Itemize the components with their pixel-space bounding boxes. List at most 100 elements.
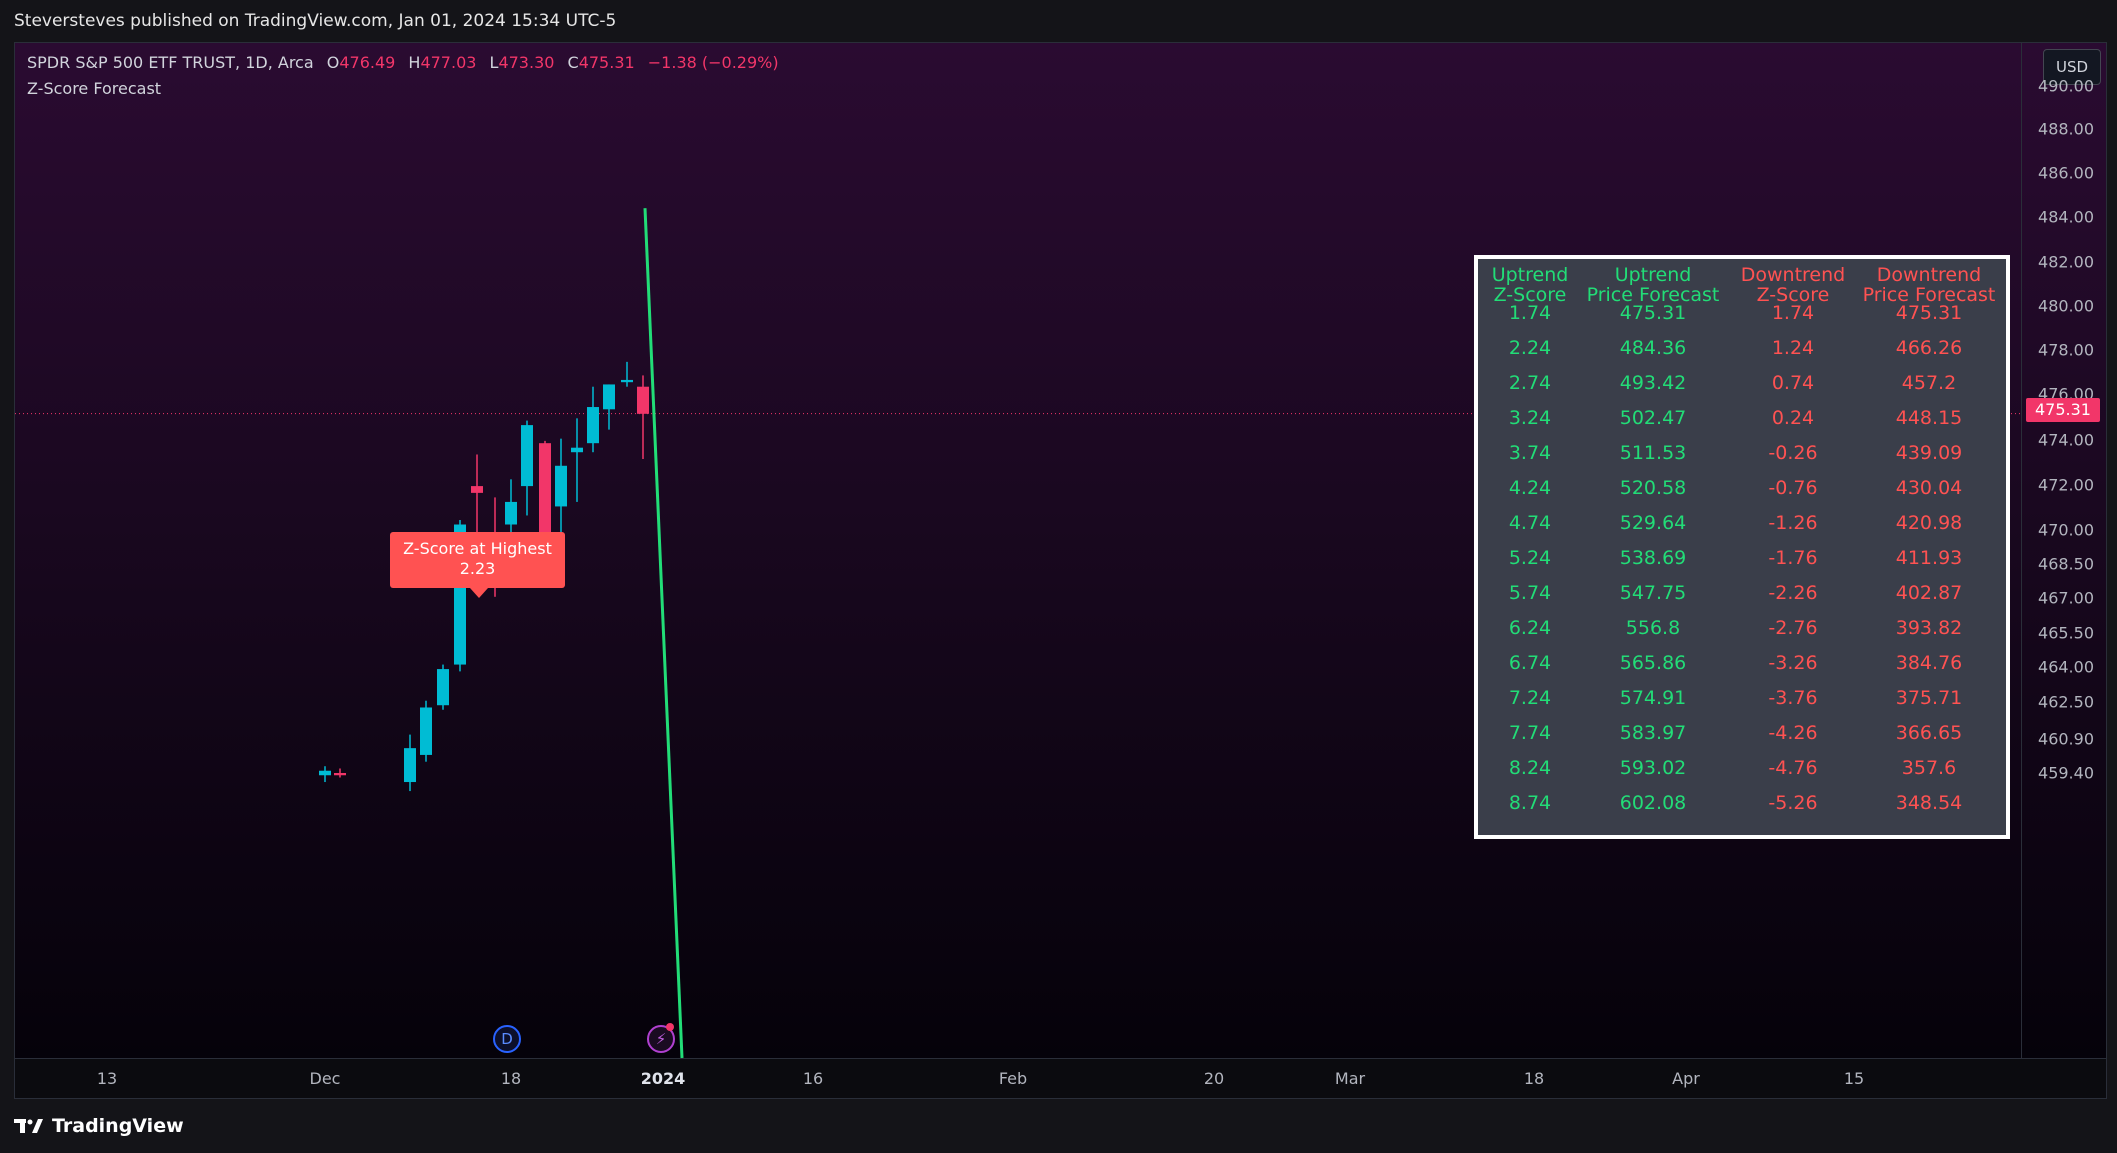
forecast-table-cell: -4.76 bbox=[1768, 757, 1818, 779]
forecast-table-cell: -1.76 bbox=[1768, 547, 1818, 569]
header-line2: Price Forecast bbox=[1862, 284, 1996, 306]
candle-body bbox=[521, 425, 533, 487]
price-tick-label: 459.40 bbox=[2038, 763, 2094, 783]
forecast-table-cell: 348.54 bbox=[1895, 792, 1963, 814]
publish-header: Steversteves published on TradingView.co… bbox=[0, 0, 2117, 42]
forecast-table-cell: 4.74 bbox=[1508, 512, 1552, 534]
price-tick-label: 474.00 bbox=[2038, 430, 2094, 450]
candle-body bbox=[420, 707, 432, 755]
chart-frame: SPDR S&P 500 ETF TRUST, 1D, Arca O476.49… bbox=[14, 42, 2107, 1099]
forecast-table-cell: 6.74 bbox=[1508, 652, 1552, 674]
forecast-table-cell: 475.31 bbox=[1895, 302, 1963, 324]
forecast-table-cell: 393.82 bbox=[1895, 617, 1963, 639]
price-tick-label: 488.00 bbox=[2038, 119, 2094, 139]
candle bbox=[437, 664, 449, 710]
candle-body bbox=[587, 407, 599, 444]
price-tick-label: 468.50 bbox=[2038, 554, 2094, 574]
forecast-table-cell: 484.36 bbox=[1619, 337, 1687, 359]
forecast-table-header: Uptrend Price Forecast bbox=[1573, 265, 1733, 305]
forecast-table-cell: -3.76 bbox=[1768, 687, 1818, 709]
candle-body bbox=[571, 447, 583, 453]
candle-body bbox=[621, 379, 633, 383]
currency-button[interactable]: USD bbox=[2043, 49, 2101, 85]
forecast-table-cell: 375.71 bbox=[1895, 687, 1963, 709]
zscore-label-value: 2.23 bbox=[459, 559, 496, 578]
zscore-label-title: Z-Score at Highest bbox=[403, 539, 552, 558]
forecast-table-cell: 0.74 bbox=[1771, 372, 1815, 394]
candle bbox=[404, 734, 416, 792]
header-line1: Uptrend bbox=[1491, 264, 1569, 286]
zscore-highest-label: Z-Score at Highest 2.23 bbox=[390, 532, 565, 588]
price-tick-label: 482.00 bbox=[2038, 252, 2094, 272]
time-tick-label: Apr bbox=[1672, 1069, 1700, 1088]
forecast-table-header: Downtrend Price Forecast bbox=[1849, 265, 2009, 305]
forecast-table-cell: 0.24 bbox=[1771, 407, 1815, 429]
forecast-table-cell: 5.24 bbox=[1508, 547, 1552, 569]
forecast-table-cell: 511.53 bbox=[1619, 442, 1687, 464]
candle-body bbox=[505, 501, 517, 525]
footer-branding: TradingView bbox=[14, 1110, 184, 1142]
time-tick-label: 18 bbox=[1523, 1069, 1545, 1088]
time-axis[interactable]: 13 Dec 18 2024 16 Feb 20 Mar 18 Apr 15 bbox=[15, 1058, 2106, 1098]
time-tick-label: Mar bbox=[1334, 1069, 1366, 1088]
candle bbox=[319, 766, 331, 783]
time-tick-label: Dec bbox=[309, 1069, 341, 1088]
forecast-table-cell: 3.74 bbox=[1508, 442, 1552, 464]
price-tick-label: 478.00 bbox=[2038, 340, 2094, 360]
forecast-table-cell: -0.76 bbox=[1768, 477, 1818, 499]
dividend-event-icon[interactable]: D bbox=[493, 1025, 521, 1053]
forecast-table-cell: 7.24 bbox=[1508, 687, 1552, 709]
close-label: C bbox=[567, 53, 579, 72]
forecast-table-cell: 593.02 bbox=[1619, 757, 1687, 779]
time-tick-label: Feb bbox=[998, 1069, 1028, 1088]
price-axis[interactable]: USD 490.00 488.00 486.00 484.00 482.00 480.00… bbox=[2021, 43, 2106, 1058]
candle bbox=[587, 386, 599, 453]
high-value: 477.03 bbox=[420, 53, 477, 72]
open-value: 476.49 bbox=[339, 53, 396, 72]
candle bbox=[637, 375, 649, 459]
chart-plot-area[interactable]: SPDR S&P 500 ETF TRUST, 1D, Arca O476.49… bbox=[15, 43, 2021, 1058]
forecast-table-cell: 402.87 bbox=[1895, 582, 1963, 604]
zscore-label-pointer bbox=[470, 588, 488, 598]
change-value: −1.38 (−0.29%) bbox=[647, 53, 779, 72]
low-label: L bbox=[489, 53, 499, 72]
forecast-table-cell: 1.74 bbox=[1508, 302, 1552, 324]
forecast-table-cell: 420.98 bbox=[1895, 512, 1963, 534]
forecast-table-cell: 538.69 bbox=[1619, 547, 1687, 569]
forecast-table-cell: 5.74 bbox=[1508, 582, 1552, 604]
price-tick-label: 462.50 bbox=[2038, 692, 2094, 712]
time-tick-label: 15 bbox=[1843, 1069, 1865, 1088]
lightning-icon: ⚡ bbox=[655, 1030, 667, 1048]
symbol-legend: SPDR S&P 500 ETF TRUST, 1D, Arca O476.49… bbox=[27, 53, 779, 72]
forecast-table: Uptrend Z-Score Uptrend Price Forecast Downt… bbox=[1474, 255, 2010, 839]
candle bbox=[420, 700, 432, 762]
price-tick-label: 472.00 bbox=[2038, 475, 2094, 495]
candle-body bbox=[334, 773, 346, 776]
indicator-legend[interactable]: Z-Score Forecast bbox=[27, 79, 162, 98]
low-value: 473.30 bbox=[498, 53, 555, 72]
high-label: H bbox=[408, 53, 421, 72]
candle bbox=[621, 361, 633, 387]
price-tick-label: 465.50 bbox=[2038, 623, 2094, 643]
candle-body bbox=[555, 465, 567, 507]
published-text: Steversteves published on TradingView.co… bbox=[14, 11, 617, 31]
forecast-table-cell: -4.26 bbox=[1768, 722, 1818, 744]
forecast-table-cell: -1.26 bbox=[1768, 512, 1818, 534]
time-tick-label: 2024 bbox=[640, 1069, 686, 1088]
candle-body bbox=[404, 748, 416, 783]
price-tick-label: 484.00 bbox=[2038, 207, 2094, 227]
forecast-table-cell: 556.8 bbox=[1625, 617, 1681, 639]
forecast-table-cell: 4.24 bbox=[1508, 477, 1552, 499]
forecast-table-cell: -5.26 bbox=[1768, 792, 1818, 814]
time-tick-label: 20 bbox=[1203, 1069, 1225, 1088]
current-price-label: 475.31 bbox=[2026, 398, 2100, 422]
header-line2: Price Forecast bbox=[1586, 284, 1720, 306]
forecast-table-cell: 565.86 bbox=[1619, 652, 1687, 674]
candle-body bbox=[319, 770, 331, 776]
price-tick-label: 480.00 bbox=[2038, 296, 2094, 316]
candle-body bbox=[637, 386, 649, 414]
candle bbox=[334, 768, 346, 778]
price-tick-label: 460.90 bbox=[2038, 729, 2094, 749]
forecast-table-cell: 493.42 bbox=[1619, 372, 1687, 394]
forecast-table-cell: 411.93 bbox=[1895, 547, 1963, 569]
